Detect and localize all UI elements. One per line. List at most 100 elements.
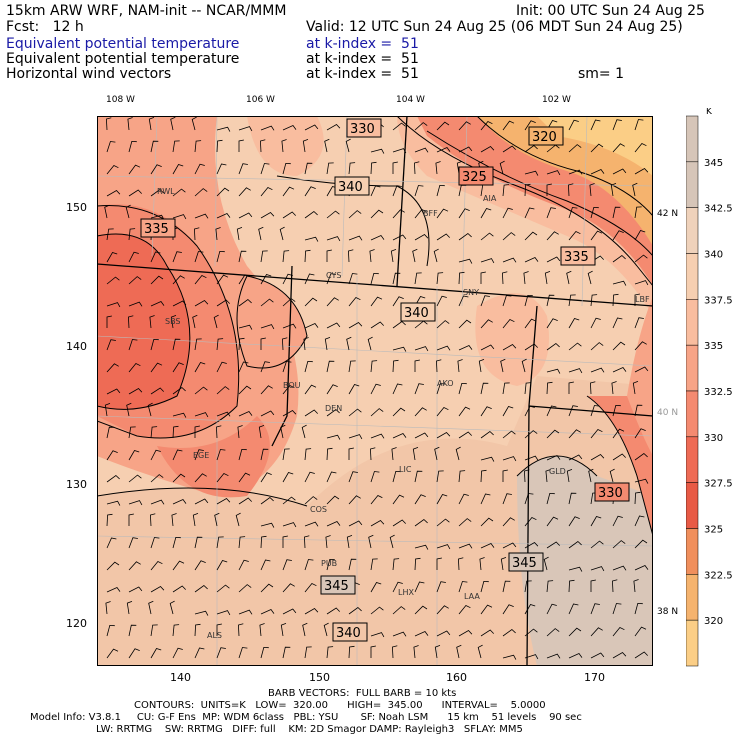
wind-barb [546,516,559,527]
wind-barb [260,522,275,528]
wind-barb [524,382,532,395]
wind-barb [634,206,642,219]
station-label: CYS [326,271,341,280]
wind-barb [106,315,112,328]
wind-barb [237,425,243,439]
wind-barb [590,627,603,637]
wind-barb [324,138,330,153]
wind-barb [370,582,382,593]
wind-barb [303,337,309,351]
state-borders [97,116,653,666]
lat-label-38n: 38 N [657,607,679,617]
wind-barb [413,645,419,659]
wind-barb [568,169,583,175]
wind-barb [524,580,532,593]
wind-barb [458,345,473,351]
wind-barb [546,653,561,659]
wind-barb [502,382,510,395]
wind-barb [502,456,517,462]
wind-barb [524,257,539,263]
wind-barb [282,385,295,395]
x-tick-150: 150 [309,671,330,684]
wind-barb [590,294,598,307]
y-tick-120: 120 [66,617,87,630]
wind-barb [612,206,621,219]
wind-barb [128,228,136,241]
wind-barb [634,602,643,615]
wind-barb [480,258,495,264]
wind-barb [348,235,363,241]
wind-barb [304,559,314,571]
wind-barb [169,600,175,615]
wind-barb [348,434,363,440]
wind-barb [458,121,471,131]
wind-barb [370,558,378,571]
field-southeast-gray [517,456,653,666]
wind-barb [524,628,538,637]
wind-barb [282,496,296,505]
wind-barb [436,518,450,527]
wind-barb [502,145,516,153]
wind-barb [546,580,554,593]
svg-text:330: 330 [598,486,623,501]
wind-barb [172,164,184,175]
wind-barb [150,624,158,637]
field1-level: at k-index = 51 [306,36,419,52]
wind-barb [326,434,341,440]
wind-barb [194,412,209,418]
wind-barb [326,447,333,461]
wind-barb [414,185,424,197]
wind-barb [414,147,429,153]
wind-barb [194,386,208,395]
wind-barb [260,298,274,307]
wind-barb [106,302,121,308]
wind-barb [370,606,384,615]
wind-barb [612,428,625,439]
wind-barb [480,121,493,131]
wind-barb [304,360,313,373]
wind-barb [568,516,580,527]
wind-barb [172,338,181,351]
wind-barb [150,499,165,505]
wind-barb [480,232,494,241]
wind-barb [521,358,527,373]
wind-barb [150,537,160,549]
wind-barb [370,471,380,483]
wind-barb [634,491,641,505]
wind-barb [546,207,556,219]
map-frame [97,116,653,666]
wind-barb [502,295,512,307]
wind-barb [260,187,273,197]
wind-barb [303,535,310,549]
wind-barb [128,426,136,439]
wind-barb [215,227,221,241]
wind-barb [238,163,248,175]
wind-barb [106,252,118,263]
wind-barb [612,168,627,175]
wind-barb [480,543,495,549]
wind-barb [128,339,138,351]
wind-barb [237,623,244,637]
wind-barb [128,276,142,285]
wind-barb [128,387,143,395]
wind-barb [392,558,400,571]
wind-barb [106,513,113,527]
wind-barb [105,117,112,131]
wind-barb [370,148,385,154]
wind-barb [304,249,311,263]
wind-barb [436,605,449,615]
wind-barb [326,273,336,285]
station-label: ALS [207,631,222,640]
wind-barb [238,298,252,307]
x-tick-140: 140 [170,671,191,684]
wind-barb [370,645,376,658]
wind-barb [414,233,429,241]
wind-barb [590,516,602,527]
wind-barb [414,272,422,285]
wind-barb [414,122,428,131]
wind-barb [348,645,355,659]
wind-barb [348,606,362,615]
wind-barb [546,628,560,637]
field-central-east-blob [475,293,549,386]
svg-text:320: 320 [532,130,557,145]
